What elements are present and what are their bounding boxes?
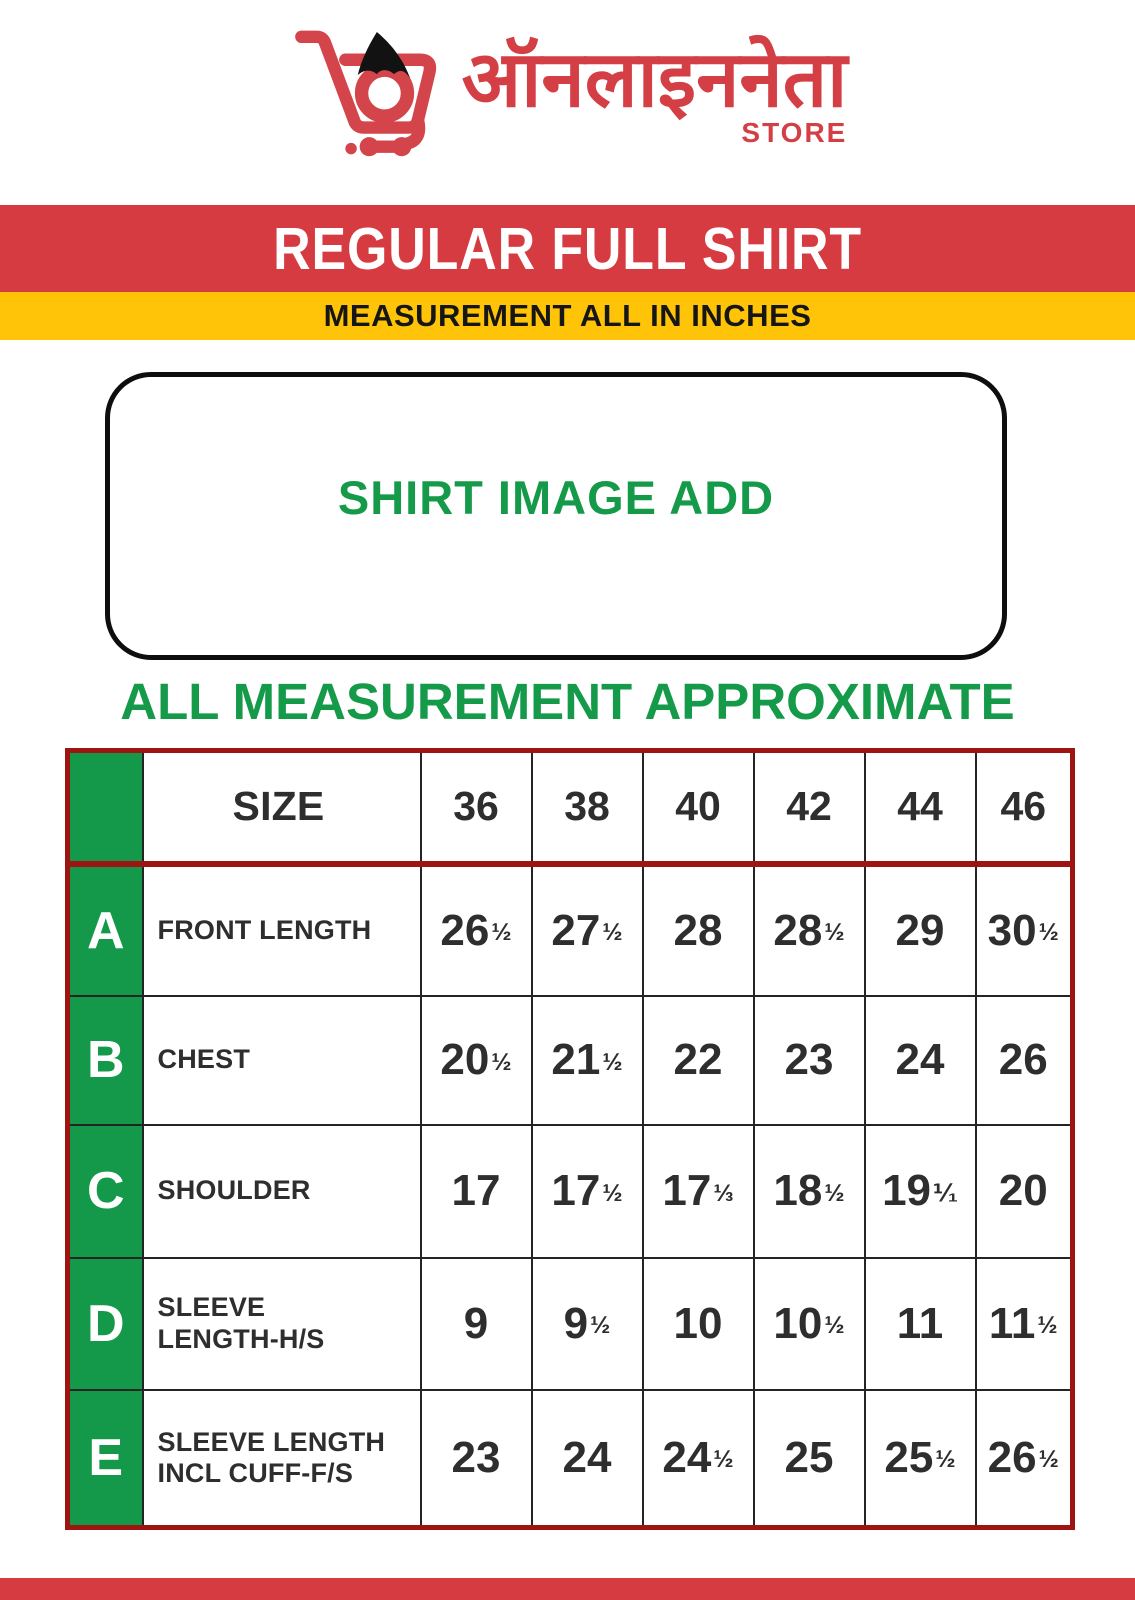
measure-value-cell: 9½ — [530, 1256, 644, 1391]
size-col-header: 38 — [530, 750, 644, 867]
row-label-cell: SLEEVE LENGTH INCL CUFF-F/S — [141, 1388, 422, 1528]
size-table-wrap: SIZE 36 38 40 42 44 46 A FRONT LENGTH 26½ 27½ 28 28½… — [65, 748, 1075, 1530]
brand-store-text: STORE — [741, 117, 848, 149]
size-col-header: 42 — [752, 750, 866, 867]
measure-value-cell: 28½ — [752, 862, 866, 997]
corner-cell — [66, 750, 144, 867]
table-row: B CHEST 20½ 21½ 22 23 24 26 — [66, 994, 1074, 1126]
subtitle-banner-text: MEASUREMENT ALL IN INCHES — [323, 298, 812, 333]
subtitle-banner: MEASUREMENT ALL IN INCHES — [0, 292, 1135, 340]
measure-value-cell: 21½ — [530, 994, 644, 1126]
title-banner-text: REGULAR FULL SHIRT — [273, 215, 862, 282]
row-letter-cell: C — [66, 1123, 144, 1259]
table-row: D SLEEVE LENGTH-H/S 9 9½ 10 10½ 11 11½ — [66, 1256, 1074, 1391]
measure-value-cell: 17 — [419, 1123, 533, 1259]
measure-value-cell: 18½ — [752, 1123, 866, 1259]
size-col-header: 46 — [974, 750, 1074, 867]
store-logo: ऑनलाइननेता STORE — [0, 16, 1135, 178]
measure-value-cell: 22 — [641, 994, 755, 1126]
measure-value-cell: 10 — [641, 1256, 755, 1391]
row-letter-cell: B — [66, 994, 144, 1126]
brand-text-block: ऑनलाइननेता STORE — [462, 16, 848, 149]
measure-value-cell: 30½ — [974, 862, 1074, 997]
shopping-cart-icon — [288, 16, 460, 178]
brand-name-text: ऑनलाइननेता — [461, 35, 848, 125]
cart-wheel — [391, 137, 411, 157]
size-col-header: 36 — [419, 750, 533, 867]
measure-value-cell: 29 — [863, 862, 977, 997]
measure-value-cell: 25 — [752, 1388, 866, 1528]
measure-value-cell: 9 — [419, 1256, 533, 1391]
measure-value-cell: 24½ — [641, 1388, 755, 1528]
measure-value-cell: 27½ — [530, 862, 644, 997]
row-letter-cell: E — [66, 1388, 144, 1528]
shirt-image-placeholder-box: SHIRT IMAGE ADD — [105, 372, 1007, 660]
logo-arrow-sail — [357, 32, 410, 79]
size-col-header: 40 — [641, 750, 755, 867]
row-letter-cell: D — [66, 1256, 144, 1391]
size-col-header: 44 — [863, 750, 977, 867]
table-row: C SHOULDER 17 17½ 17⅓ 18½ 19⅟₁ 20 — [66, 1123, 1074, 1259]
logo-o-ring — [354, 63, 414, 123]
measure-value-cell: 10½ — [752, 1256, 866, 1391]
row-label-cell: FRONT LENGTH — [141, 862, 422, 997]
measure-value-cell: 20½ — [419, 994, 533, 1126]
measure-value-cell: 11 — [863, 1256, 977, 1391]
measure-value-cell: 26½ — [419, 862, 533, 997]
measure-value-cell: 28 — [641, 862, 755, 997]
measure-value-cell: 17⅓ — [641, 1123, 755, 1259]
size-table: SIZE 36 38 40 42 44 46 A FRONT LENGTH 26½ 27½ 28 28½… — [65, 748, 1075, 1530]
row-label-cell: SLEEVE LENGTH-H/S — [141, 1256, 422, 1391]
table-row: A FRONT LENGTH 26½ 27½ 28 28½ 29 30½ — [66, 862, 1074, 997]
measure-value-cell: 26½ — [974, 1388, 1074, 1528]
row-label-cell: CHEST — [141, 994, 422, 1126]
row-label-cell: SHOULDER — [141, 1123, 422, 1259]
shirt-image-placeholder-label: SHIRT IMAGE ADD — [337, 470, 775, 524]
measure-value-cell: 11½ — [974, 1256, 1074, 1391]
measure-value-cell: 17½ — [530, 1123, 644, 1259]
measure-value-cell: 20 — [974, 1123, 1074, 1259]
cart-wheel — [359, 137, 379, 157]
cart-wheel-dot — [344, 142, 357, 155]
table-header-row: SIZE 36 38 40 42 44 46 — [66, 750, 1074, 867]
measure-value-cell: 25½ — [863, 1388, 977, 1528]
title-banner: REGULAR FULL SHIRT — [0, 205, 1135, 292]
measure-value-cell: 19⅟₁ — [863, 1123, 977, 1259]
measure-value-cell: 23 — [752, 994, 866, 1126]
measure-value-cell: 24 — [530, 1388, 644, 1528]
row-letter-cell: A — [66, 862, 144, 997]
measure-value-cell: 26 — [974, 994, 1074, 1126]
measure-value-cell: 24 — [863, 994, 977, 1126]
bottom-red-strip — [0, 1578, 1135, 1600]
table-row: E SLEEVE LENGTH INCL CUFF-F/S 23 24 24½ 25 25½ 2… — [66, 1388, 1074, 1528]
size-header-cell: SIZE — [141, 750, 422, 867]
section-heading: ALL MEASUREMENT APPROXIMATE — [120, 673, 1015, 730]
measure-value-cell: 23 — [419, 1388, 533, 1528]
